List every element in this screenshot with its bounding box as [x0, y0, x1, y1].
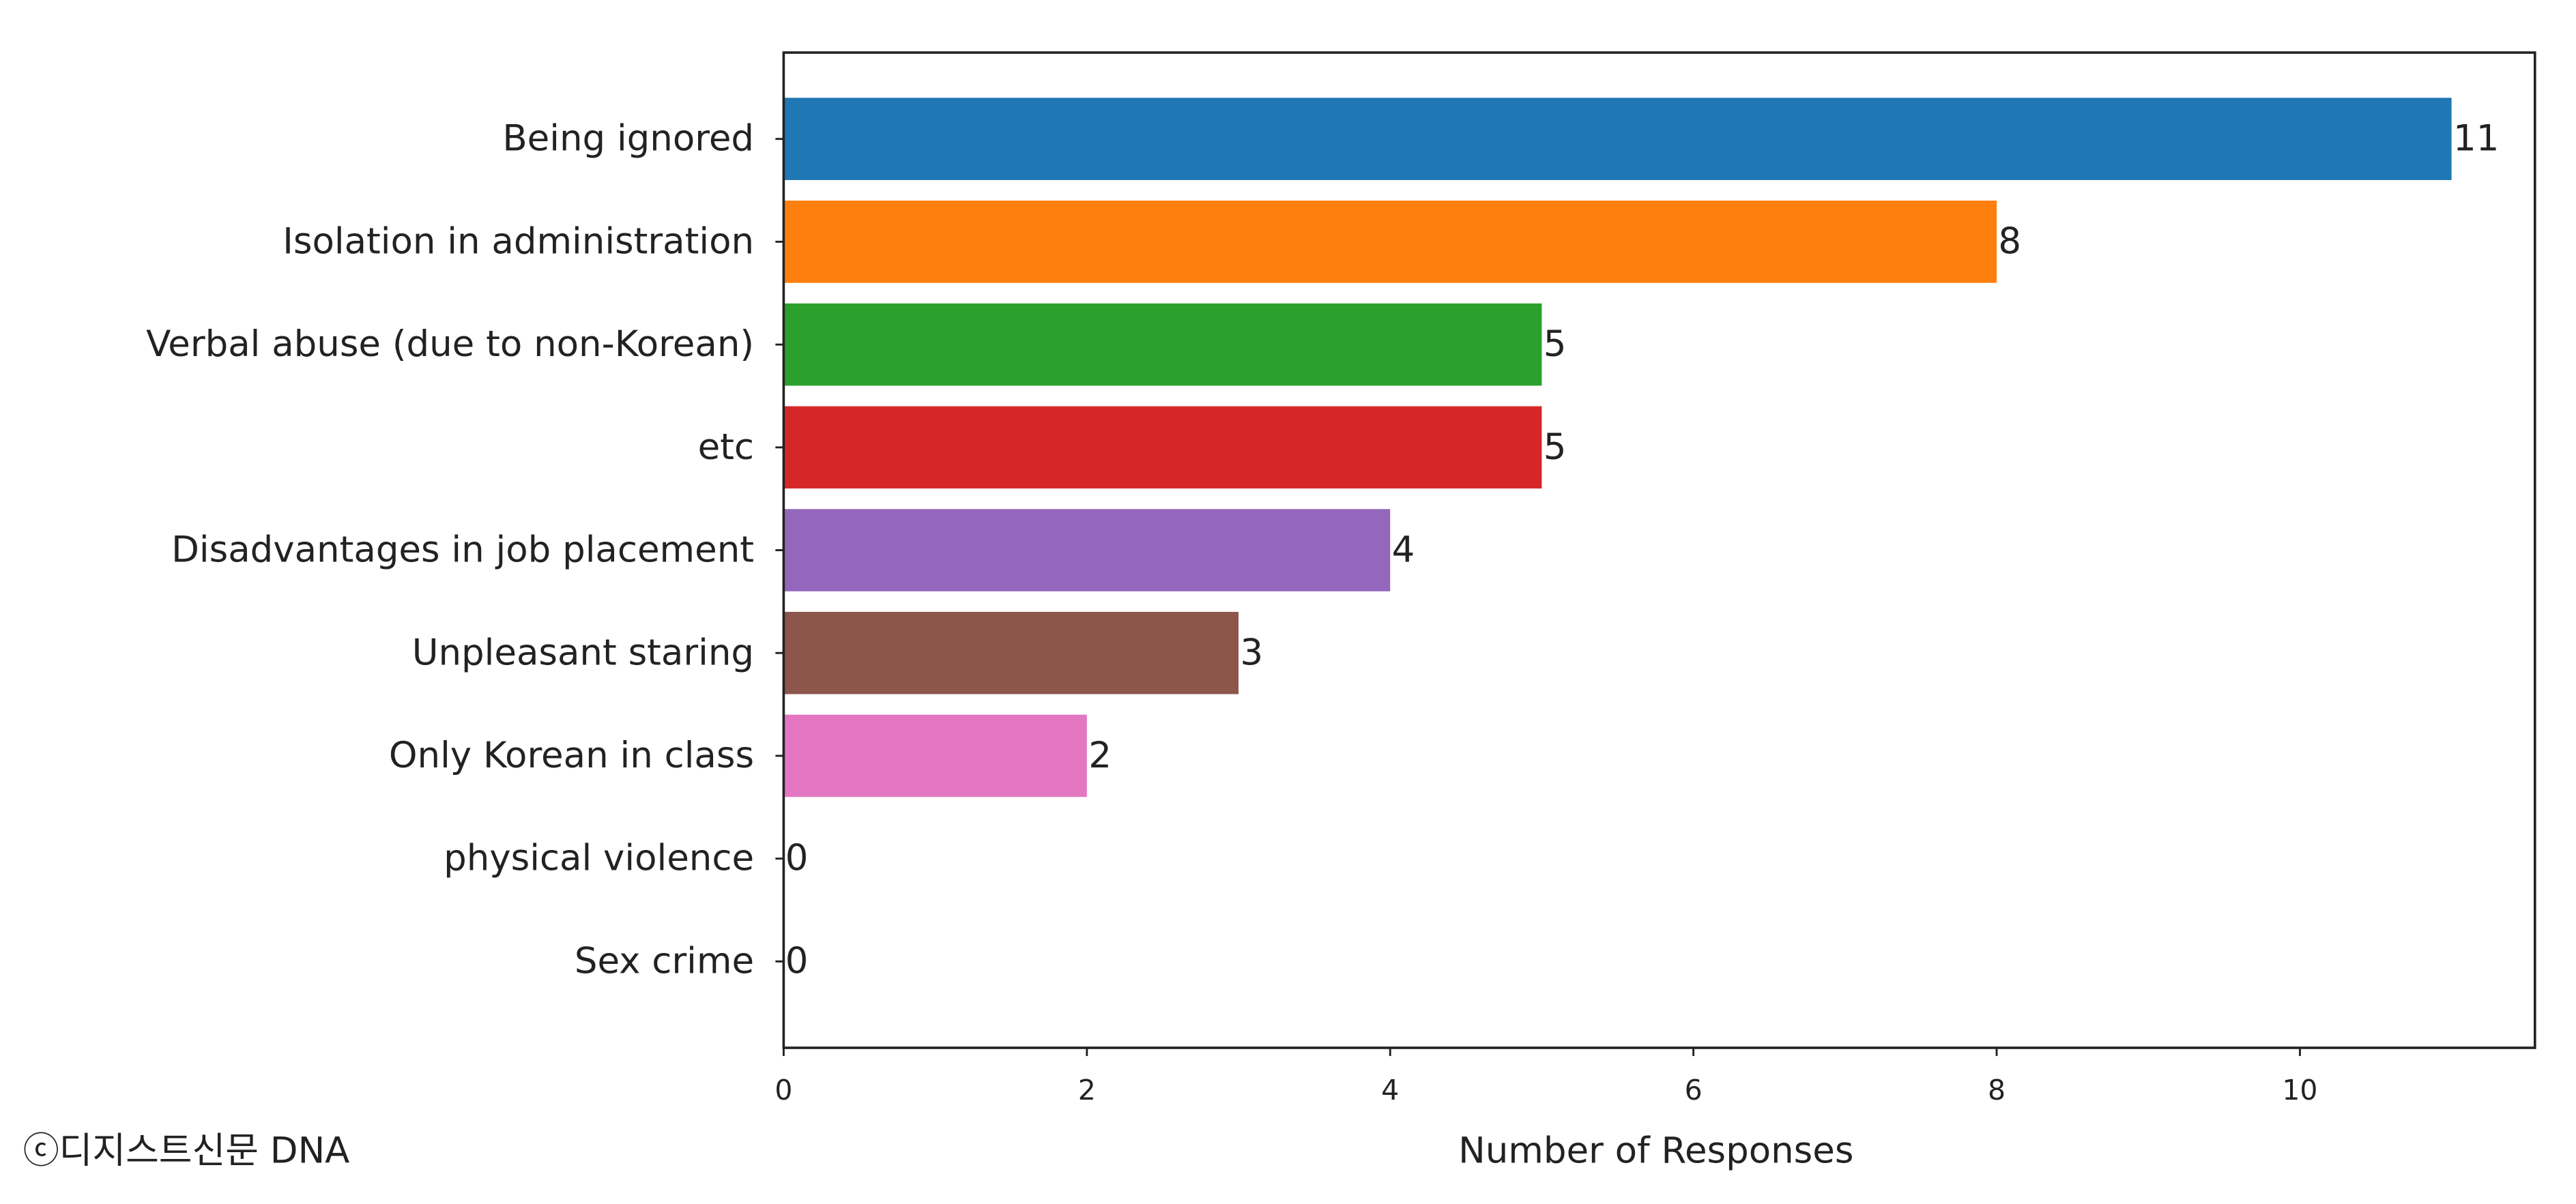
x-tick-label: 2	[1078, 1074, 1096, 1106]
bar	[783, 201, 1997, 283]
value-label: 0	[785, 838, 809, 879]
value-label: 0	[785, 940, 809, 982]
x-tick-label: 8	[1988, 1074, 2006, 1106]
x-tick-label: 10	[2282, 1074, 2317, 1106]
bar	[783, 509, 1391, 591]
y-tick-label: Disadvantages in job placement	[171, 529, 754, 571]
x-tick-label: 4	[1381, 1074, 1399, 1106]
bar	[783, 714, 1087, 797]
y-tick-label: Being ignored	[502, 118, 754, 160]
plot-frame	[782, 51, 2536, 1049]
bar	[783, 406, 1542, 489]
value-label: 8	[1998, 220, 2021, 262]
value-label: 4	[1392, 529, 1415, 571]
value-label: 11	[2453, 118, 2499, 160]
watermark: ⓒ디지스트신문 DNA	[23, 1130, 350, 1172]
x-tick-label: 0	[775, 1074, 792, 1106]
y-tick-label: Isolation in administration	[283, 220, 754, 262]
bar	[783, 303, 1542, 386]
value-label: 5	[1544, 323, 1567, 365]
x-axis-title: Number of Responses	[1458, 1130, 1853, 1172]
value-label: 5	[1544, 426, 1567, 468]
y-tick-label: Verbal abuse (due to non-Korean)	[146, 323, 754, 365]
y-tick-label: Unpleasant staring	[412, 632, 754, 673]
x-tick-label: 6	[1685, 1074, 1703, 1106]
y-tick-label: Sex crime	[575, 940, 754, 982]
value-label: 3	[1240, 632, 1263, 673]
value-label: 2	[1088, 735, 1112, 776]
y-tick-label: physical violence	[444, 838, 754, 879]
y-tick-label: etc	[698, 426, 754, 468]
y-tick-label: Only Korean in class	[389, 735, 754, 776]
bar	[783, 611, 1239, 694]
bar	[783, 98, 2452, 180]
